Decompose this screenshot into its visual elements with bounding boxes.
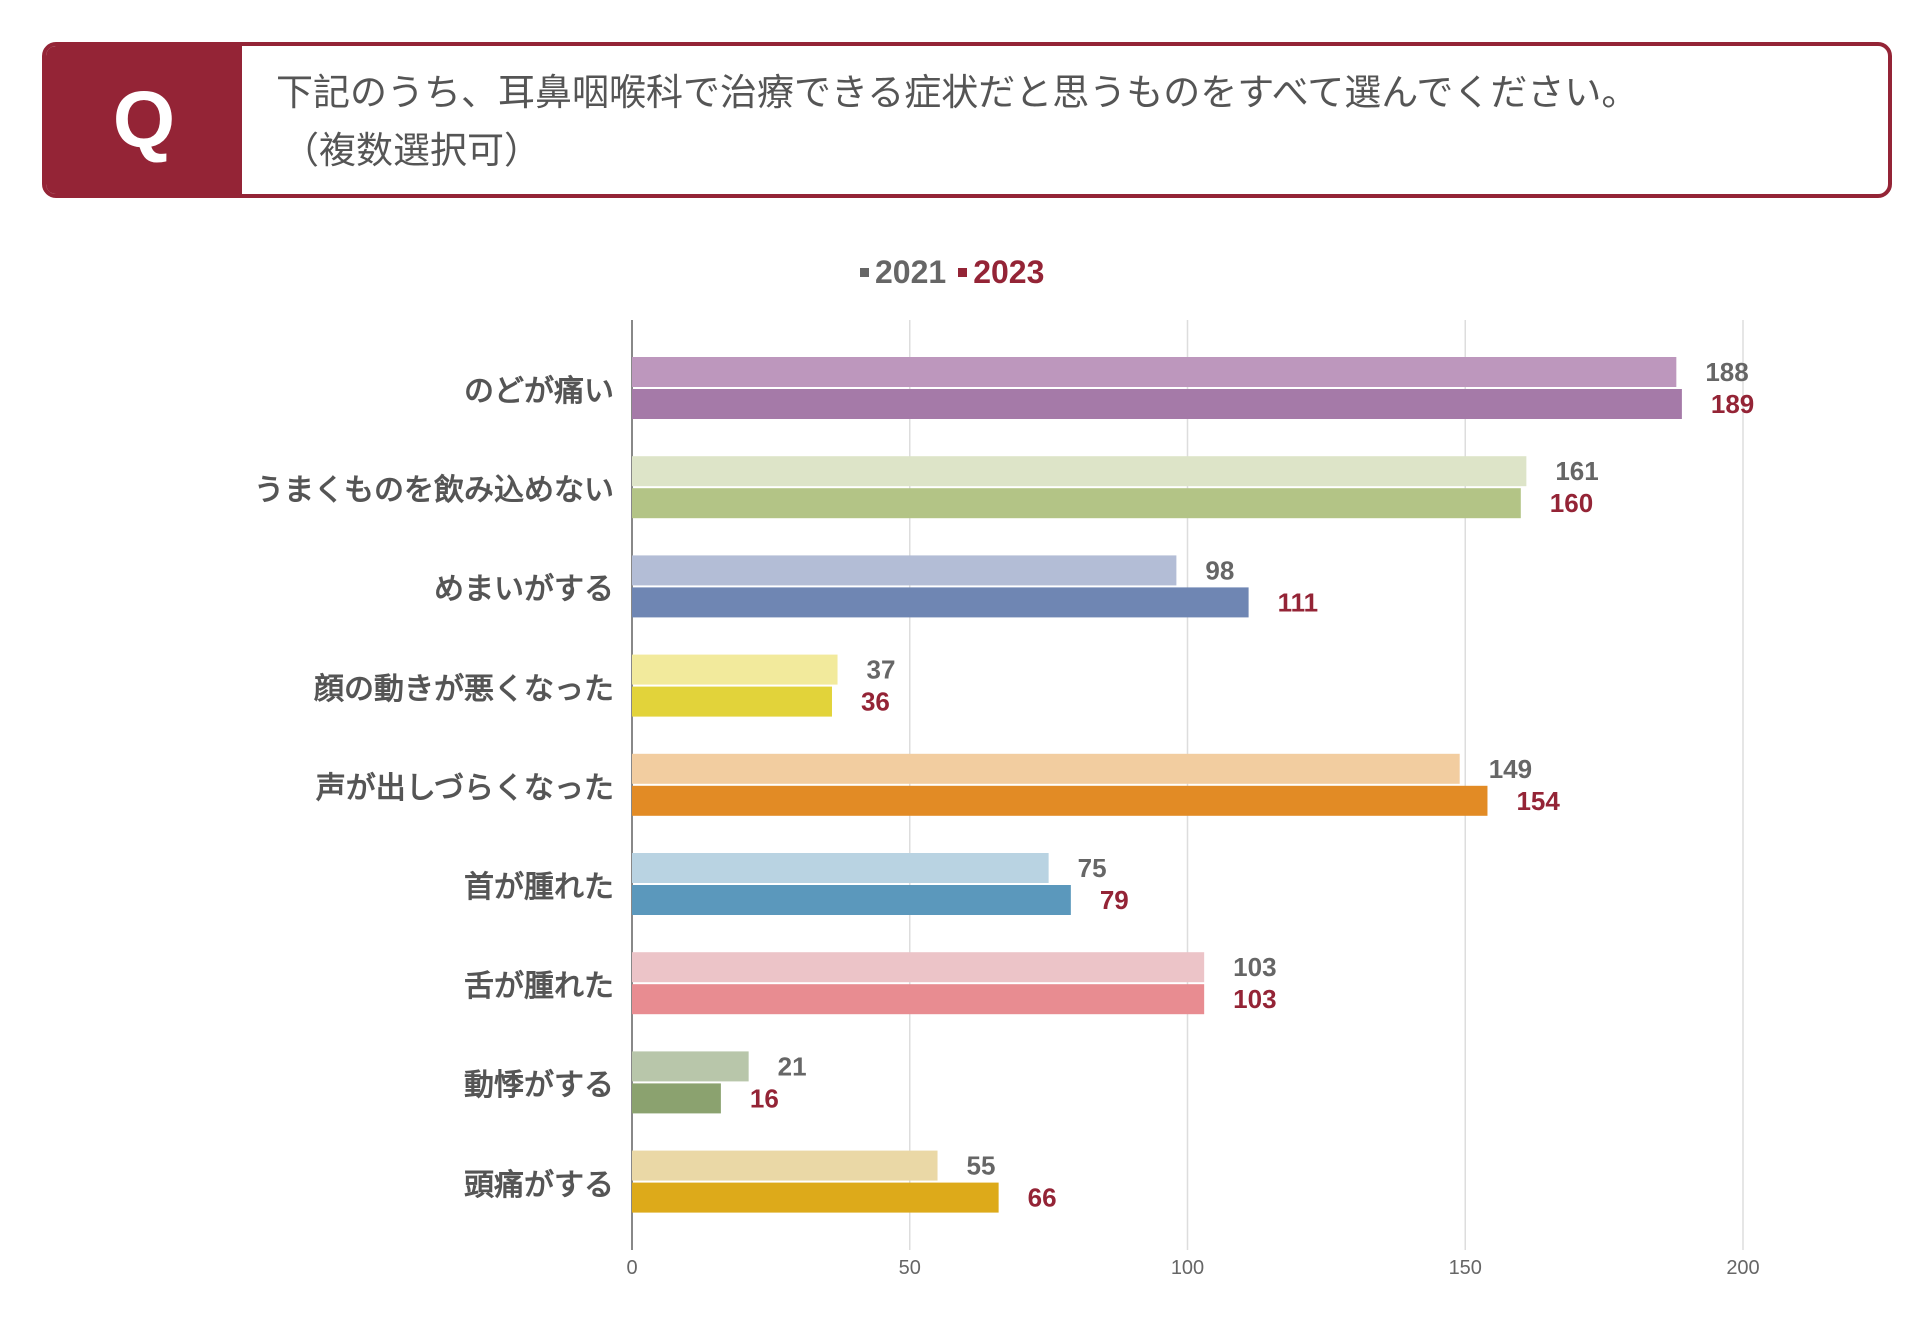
bar-2023 [632,488,1521,519]
bar-2021 [632,1051,749,1082]
value-label-2021: 21 [778,1051,807,1081]
value-label-2023: 154 [1516,786,1560,816]
question-badge: Q [46,46,242,194]
bar-2021 [632,555,1177,586]
bar-2023 [632,885,1071,915]
category-label: 顔の動きが悪くなった [314,671,614,707]
x-tick-label-0: 0 [626,1257,637,1279]
category-label: うまくものを飲み込めない [254,473,614,509]
value-label-2021: 98 [1205,555,1234,585]
category-label: 声が出しづらくなった [315,770,614,806]
legend-swatch-2023 [958,268,968,277]
bar-2021 [632,357,1677,387]
value-label-2023: 111 [1278,587,1319,617]
x-tick-label-150: 150 [1449,1257,1482,1279]
value-label-2023: 66 [1028,1183,1057,1213]
bar-2021 [632,456,1527,487]
value-label-2021: 75 [1078,853,1107,883]
bar-2023 [632,984,1205,1015]
category-label: めまいがする [434,572,614,608]
bar-2023 [632,1083,721,1114]
bar-2021 [632,853,1049,883]
bar-2021 [632,952,1205,983]
chart-legend: 2021 2023 [860,254,1044,291]
question-line-1: 下記のうち、耳鼻咽喉科で治療できる症状だと思うものをすべて選んでください。 [276,71,1639,114]
bar-2021 [632,1150,938,1181]
value-label-2023: 79 [1100,885,1129,915]
category-label: 頭痛がする [464,1167,614,1203]
x-tick-label-200: 200 [1726,1257,1759,1279]
category-label: のどが痛い [464,374,614,409]
value-label-2023: 160 [1550,488,1593,518]
x-tick-label-100: 100 [1171,1257,1204,1279]
value-label-2021: 37 [867,655,896,685]
legend-item-2023: 2023 [958,254,1044,291]
question-line-2: （複数選択可） [282,129,541,172]
category-label: 舌が腫れた [464,969,614,1005]
category-label: 動悸がする [464,1068,614,1104]
bar-2023 [632,587,1249,618]
x-tick-label-50: 50 [899,1257,921,1279]
bar-2021 [632,654,838,685]
value-label-2021: 103 [1233,952,1276,982]
bar-2021 [632,753,1460,784]
bar-2023 [632,1182,999,1213]
question-box: Q 下記のうち、耳鼻咽喉科で治療できる症状だと思うものをすべて選んでください。 … [42,42,1892,198]
value-label-2021: 55 [967,1151,996,1181]
category-label: 首が腫れた [464,870,614,905]
value-label-2021: 149 [1489,754,1532,784]
legend-item-2021: 2021 [860,254,946,291]
bar-2023 [632,785,1488,816]
bar-2023 [632,389,1682,419]
legend-label-2023: 2023 [973,254,1045,290]
value-label-2023: 103 [1233,984,1276,1014]
value-label-2021: 161 [1555,456,1598,486]
legend-label-2021: 2021 [875,254,947,290]
question-badge-letter: Q [112,75,176,164]
value-label-2023: 189 [1711,389,1754,419]
question-text: 下記のうち、耳鼻咽喉科で治療できる症状だと思うものをすべて選んでください。 （複… [276,64,1848,180]
bar-2023 [632,686,832,717]
legend-swatch-2021 [860,268,869,277]
value-label-2023: 16 [750,1083,779,1113]
value-label-2021: 188 [1705,357,1748,387]
value-label-2023: 36 [861,687,890,717]
